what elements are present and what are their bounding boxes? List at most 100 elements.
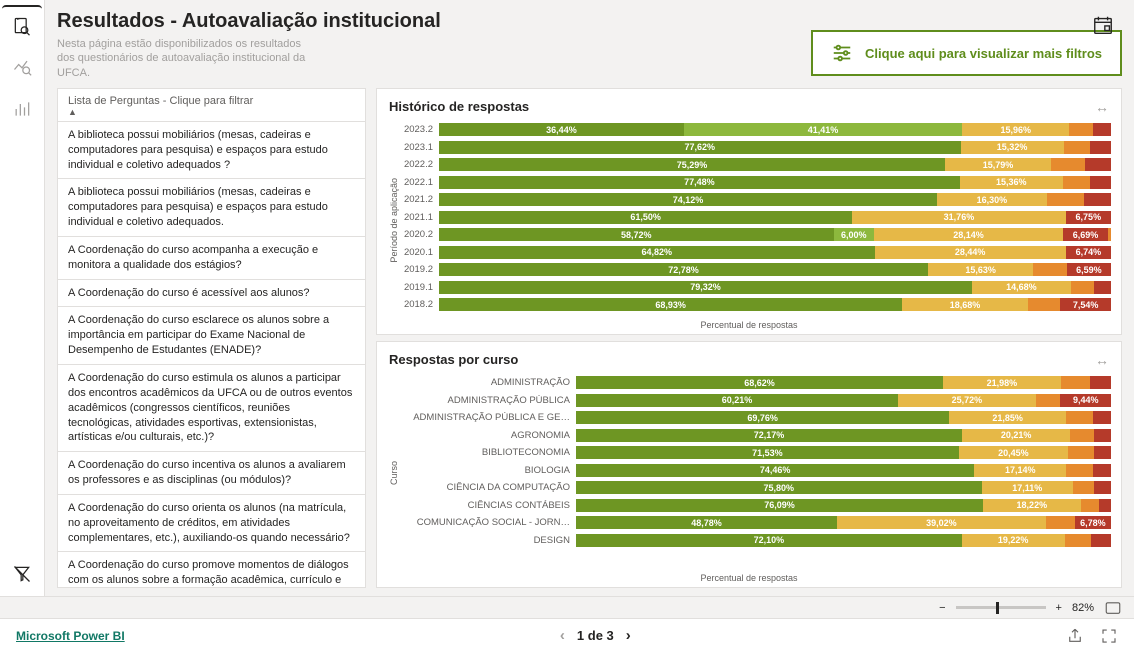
bar-segment: 77,62%: [439, 141, 961, 154]
bar-track[interactable]: 60,21%25,72%9,44%: [576, 394, 1111, 407]
bar-segment: 28,44%: [875, 246, 1066, 259]
bar-segment: 31,76%: [852, 211, 1065, 224]
rail-filter-clear[interactable]: [2, 554, 42, 594]
chart-row: 2023.236,44%41,41%15,96%: [401, 122, 1111, 138]
bar-segment: 79,32%: [439, 281, 972, 294]
bar-track[interactable]: 74,12%16,30%: [439, 193, 1111, 206]
row-label: 2019.2: [401, 264, 439, 275]
bar-track[interactable]: 75,80%17,11%: [576, 481, 1111, 494]
chart-row: 2020.164,82%28,44%6,74%: [401, 244, 1111, 260]
bar-segment: [1065, 534, 1092, 547]
bar-segment: [1066, 464, 1093, 477]
row-label: ADMINISTRAÇÃO: [401, 377, 576, 388]
row-label: AGRONOMIA: [401, 430, 576, 441]
bar-segment: 15,79%: [945, 158, 1051, 171]
rail-page-search[interactable]: [2, 5, 42, 45]
page-prev[interactable]: ‹: [560, 627, 565, 644]
page-next[interactable]: ›: [626, 627, 631, 644]
row-label: 2023.2: [401, 124, 439, 135]
expand-icon[interactable]: ↔: [1095, 352, 1109, 368]
zoom-value: 82%: [1072, 602, 1094, 614]
expand-icon[interactable]: ↔: [1095, 99, 1109, 115]
rail-bars[interactable]: [2, 89, 42, 129]
bar-track[interactable]: 61,50%31,76%6,75%: [439, 211, 1111, 224]
bar-track[interactable]: 72,78%15,63%6,59%: [439, 263, 1111, 276]
zoom-slider[interactable]: [956, 606, 1046, 609]
course-x-axis: Percentual de respostas: [387, 571, 1111, 583]
bar-track[interactable]: 68,62%21,98%: [576, 376, 1111, 389]
bar-segment: [1073, 481, 1094, 494]
bar-segment: 75,80%: [576, 481, 982, 494]
bar-segment: 14,68%: [972, 281, 1071, 294]
bar-segment: 21,98%: [943, 376, 1061, 389]
history-x-axis: Percentual de respostas: [387, 318, 1111, 330]
bar-track[interactable]: 76,09%18,22%: [576, 499, 1111, 512]
bar-track[interactable]: 74,46%17,14%: [576, 464, 1111, 477]
fullscreen-icon[interactable]: [1100, 627, 1118, 645]
bar-track[interactable]: 64,82%28,44%6,74%: [439, 246, 1111, 259]
bar-segment: 75,29%: [439, 158, 945, 171]
bar-segment: [1094, 281, 1111, 294]
bar-track[interactable]: 68,93%18,68%7,54%: [439, 298, 1111, 311]
row-label: DESIGN: [401, 535, 576, 546]
more-filters-button[interactable]: Clique aqui para visualizar mais filtros: [811, 30, 1122, 76]
zoom-out[interactable]: −: [939, 602, 945, 614]
bar-segment: 15,96%: [962, 123, 1069, 136]
bar-segment: [1081, 499, 1100, 512]
bar-segment: 17,14%: [974, 464, 1066, 477]
bar-track[interactable]: 72,17%20,21%: [576, 429, 1111, 442]
question-item[interactable]: A Coordenação do curso estimula os aluno…: [58, 365, 365, 452]
bar-track[interactable]: 71,53%20,45%: [576, 446, 1111, 459]
bar-segment: 20,21%: [962, 429, 1070, 442]
bar-segment: 16,30%: [937, 193, 1047, 206]
bar-track[interactable]: 72,10%19,22%: [576, 534, 1111, 547]
share-icon[interactable]: [1066, 627, 1084, 645]
question-item[interactable]: A Coordenação do curso incentiva os alun…: [58, 452, 365, 495]
bar-track[interactable]: 69,76%21,85%: [576, 411, 1111, 424]
row-label: BIBLIOTECONOMIA: [401, 447, 576, 458]
chart-row: ADMINISTRAÇÃO PÚBLICA E GE…69,76%21,85%: [401, 410, 1111, 426]
questions-header[interactable]: Lista de Perguntas - Clique para filtrar…: [58, 89, 365, 122]
bar-segment: 6,69%: [1063, 228, 1108, 241]
question-item[interactable]: A Coordenação do curso é acessível aos a…: [58, 280, 365, 308]
bar-segment: [1093, 464, 1111, 477]
bar-track[interactable]: 48,78%39,02%6,78%: [576, 516, 1111, 529]
fit-page-icon[interactable]: [1104, 599, 1122, 617]
bar-track[interactable]: 77,48%15,36%: [439, 176, 1111, 189]
bar-segment: [1061, 376, 1090, 389]
question-item[interactable]: A biblioteca possui mobiliários (mesas, …: [58, 122, 365, 180]
zoom-in[interactable]: +: [1056, 602, 1062, 614]
question-item[interactable]: A Coordenação do curso acompanha a execu…: [58, 237, 365, 280]
bar-segment: 71,53%: [576, 446, 959, 459]
questions-list[interactable]: A biblioteca possui mobiliários (mesas, …: [58, 122, 365, 587]
chart-row: AGRONOMIA72,17%20,21%: [401, 427, 1111, 443]
bar-segment: 6,59%: [1067, 263, 1111, 276]
row-label: CIÊNCIA DA COMPUTAÇÃO: [401, 482, 576, 493]
calendar-icon[interactable]: [1092, 14, 1114, 36]
bar-track[interactable]: 75,29%15,79%: [439, 158, 1111, 171]
question-item[interactable]: A Coordenação do curso promove momentos …: [58, 552, 365, 587]
chart-row: 2018.268,93%18,68%7,54%: [401, 297, 1111, 313]
course-chart: Respostas por curso ↔ Curso ADMINISTRAÇÃ…: [376, 341, 1122, 588]
question-item[interactable]: A Coordenação do curso esclarece os alun…: [58, 307, 365, 365]
rail-trend-search[interactable]: [2, 47, 42, 87]
bar-segment: 60,21%: [576, 394, 898, 407]
bar-segment: 18,22%: [983, 499, 1080, 512]
bar-track[interactable]: 58,72%6,00%28,14%6,69%: [439, 228, 1111, 241]
row-label: 2021.1: [401, 212, 439, 223]
chart-row: BIBLIOTECONOMIA71,53%20,45%: [401, 445, 1111, 461]
bar-segment: 48,78%: [576, 516, 837, 529]
question-item[interactable]: A Coordenação do curso orienta os alunos…: [58, 495, 365, 553]
chart-row: 2022.177,48%15,36%: [401, 174, 1111, 190]
chart-row: 2019.179,32%14,68%: [401, 279, 1111, 295]
row-label: 2018.2: [401, 299, 439, 310]
row-label: 2023.1: [401, 142, 439, 153]
question-item[interactable]: A biblioteca possui mobiliários (mesas, …: [58, 179, 365, 237]
bar-segment: 61,50%: [439, 211, 852, 224]
bar-track[interactable]: 36,44%41,41%15,96%: [439, 123, 1111, 136]
bar-track[interactable]: 77,62%15,32%: [439, 141, 1111, 154]
bar-segment: 21,85%: [949, 411, 1066, 424]
powerbi-link[interactable]: Microsoft Power BI: [16, 629, 125, 643]
bar-track[interactable]: 79,32%14,68%: [439, 281, 1111, 294]
bar-segment: [1090, 141, 1111, 154]
